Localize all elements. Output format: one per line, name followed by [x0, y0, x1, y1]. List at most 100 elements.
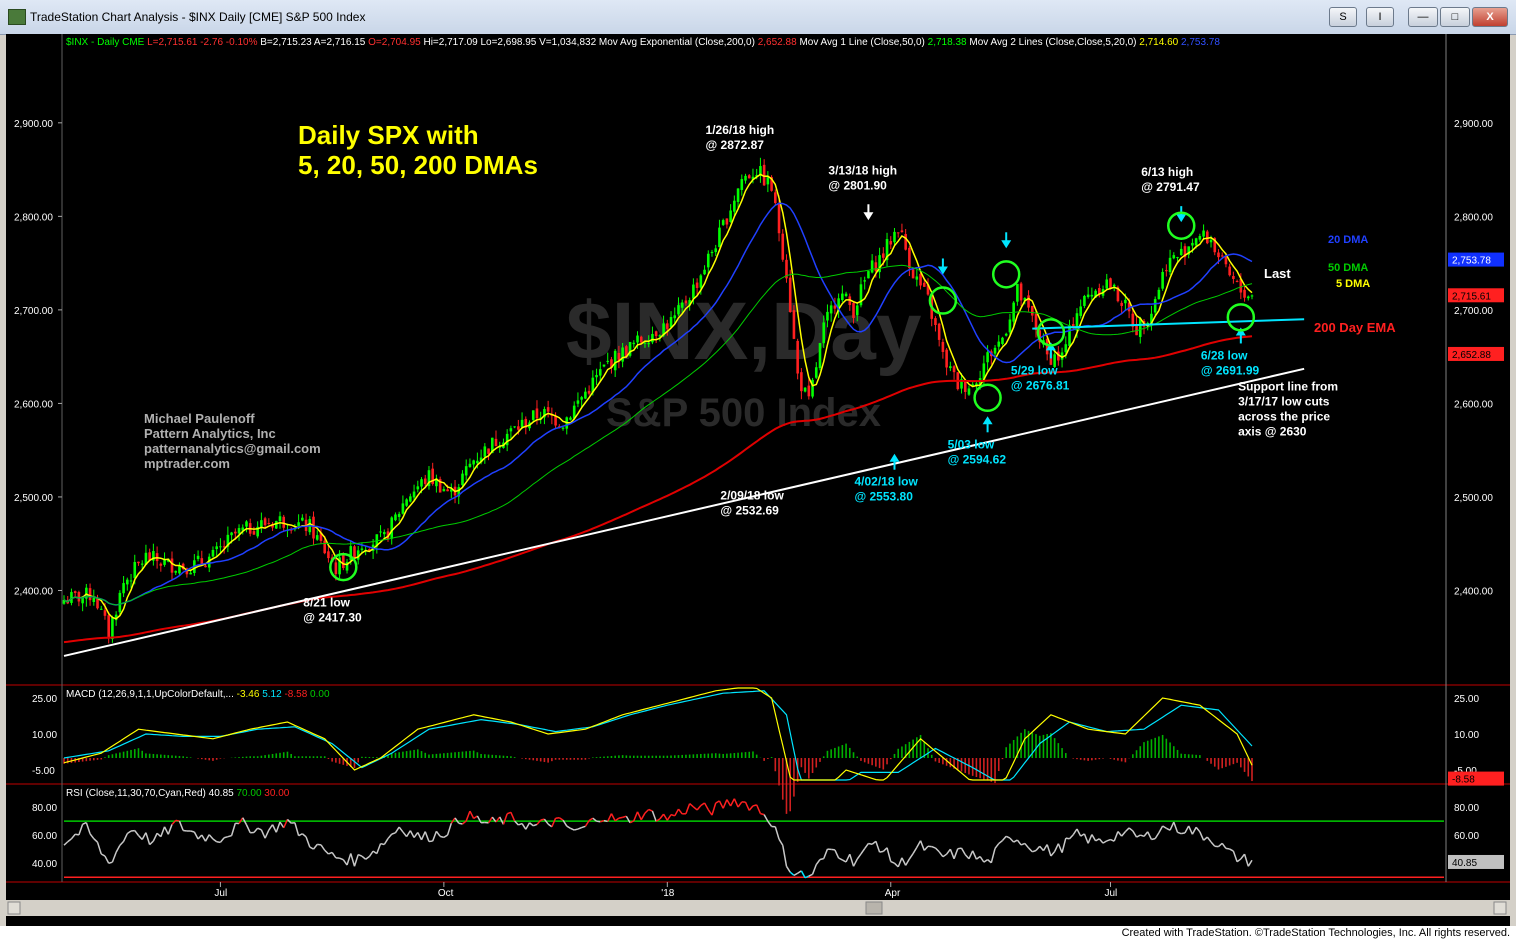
- candle-body: [189, 572, 192, 575]
- rsi-segment: [402, 831, 408, 838]
- symbol-link-button[interactable]: S: [1329, 7, 1357, 27]
- rsi-segment: [264, 829, 270, 839]
- candle-body: [412, 491, 416, 498]
- rsi-segment: [901, 857, 907, 866]
- candle-body: [479, 457, 483, 463]
- candle-body: [919, 273, 922, 286]
- annotation-text: 2/09/18 low: [720, 489, 784, 503]
- rsi-segment: [223, 835, 229, 839]
- rsi-segment: [1236, 858, 1242, 863]
- rsi-segment: [536, 819, 542, 825]
- candle-body: [315, 535, 319, 540]
- rsi-segment: [1072, 828, 1078, 836]
- rsi-segment: [1035, 845, 1041, 852]
- rsi-segment: [964, 854, 970, 860]
- rsi-segment: [1169, 821, 1175, 831]
- price-tick-label-left: 2,500.00: [14, 493, 53, 504]
- rsi-segment: [778, 838, 784, 846]
- candle-body: [986, 352, 989, 363]
- rsi-segment: [201, 834, 207, 842]
- candle-body: [505, 433, 509, 446]
- rsi-segment: [994, 843, 1000, 849]
- annotation-arrow: [982, 416, 993, 433]
- rsi-segment: [1020, 842, 1026, 846]
- highlight-circle: [1166, 211, 1196, 240]
- chart-area[interactable]: $INX,Day S&P 500 Index $INX - Daily CME L…: [6, 34, 1510, 926]
- candle-body: [126, 579, 129, 585]
- candle-body: [826, 311, 829, 321]
- cyan-trendline: [1032, 318, 1305, 330]
- candle-body: [1086, 294, 1090, 298]
- annotation-arrow: [863, 204, 874, 221]
- rsi-tick-left: 60.00: [32, 831, 57, 842]
- axis-price-badge: [1448, 288, 1504, 303]
- rsi-segment: [171, 819, 177, 825]
- rsi-segment: [383, 838, 389, 845]
- candle-body: [464, 466, 468, 476]
- rsi-segment: [499, 816, 505, 825]
- candle-body: [85, 587, 88, 599]
- candle-body: [241, 527, 245, 531]
- candle-body: [1083, 296, 1086, 306]
- rsi-segment: [134, 830, 140, 836]
- candle-body: [1075, 313, 1079, 331]
- rsi-segment: [1173, 821, 1179, 833]
- candle-body: [88, 588, 92, 601]
- rsi-segment: [923, 845, 929, 851]
- candle-body: [170, 558, 174, 573]
- candle-body: [1131, 313, 1135, 327]
- price-tick-label-left: 2,600.00: [14, 399, 53, 410]
- scroll-right-button[interactable]: [1493, 901, 1507, 915]
- rsi-segment: [636, 811, 642, 821]
- candle-body: [1023, 298, 1027, 301]
- rsi-segment: [342, 859, 348, 866]
- candle-body: [818, 343, 822, 369]
- candle-body: [908, 247, 911, 269]
- rsi-segment: [893, 862, 899, 868]
- rsi-segment: [137, 834, 143, 841]
- horizontal-scrollbar[interactable]: [6, 900, 1510, 916]
- candle-body: [382, 532, 386, 535]
- rsi-segment: [465, 810, 471, 822]
- candle-body: [677, 305, 680, 315]
- candle-body: [230, 532, 233, 536]
- macd-header: MACD (12,26,9,1,1,UpColorDefault,... -3.…: [66, 689, 330, 700]
- candle-body: [733, 200, 736, 212]
- candle-body: [1064, 344, 1068, 353]
- candle-body: [1232, 276, 1235, 279]
- candle-body: [647, 343, 650, 345]
- candle-body: [461, 473, 464, 486]
- candle-body: [669, 316, 673, 328]
- rsi-segment: [294, 822, 300, 836]
- rsi-segment: [111, 851, 117, 863]
- rsi-segment: [882, 847, 888, 852]
- candle-body: [207, 556, 211, 568]
- scroll-left-button[interactable]: [7, 901, 21, 915]
- rsi-segment: [514, 820, 519, 826]
- rsi-segment: [592, 817, 598, 822]
- rsi-segment: [119, 840, 125, 846]
- title-bar[interactable]: TradeStation Chart Analysis - $INX Daily…: [0, 0, 1516, 35]
- rsi-segment: [607, 813, 613, 822]
- rsi-tick-left: 80.00: [32, 803, 57, 814]
- candle-body: [360, 548, 364, 550]
- copyright-text: Created with TradeStation. ©TradeStation…: [1121, 927, 1510, 939]
- candle-body: [263, 518, 267, 526]
- candle-body: [766, 177, 770, 185]
- rsi-tick-right: 60.00: [1454, 831, 1479, 842]
- arrow-head: [982, 416, 993, 425]
- indicator-link-button[interactable]: I: [1366, 7, 1394, 27]
- rsi-segment: [1136, 834, 1141, 838]
- macd-tick-left: 10.00: [32, 730, 57, 741]
- candle-body: [245, 521, 248, 527]
- close-button[interactable]: X: [1472, 7, 1508, 27]
- maximize-button[interactable]: □: [1440, 7, 1470, 27]
- macd-tick-right: 10.00: [1454, 730, 1479, 741]
- rsi-segment: [811, 864, 817, 875]
- rsi-segment: [737, 801, 743, 808]
- scrollbar-thumb[interactable]: [865, 901, 883, 915]
- rsi-segment: [141, 832, 147, 840]
- minimize-button[interactable]: —: [1408, 7, 1438, 27]
- candle-body: [1217, 252, 1220, 258]
